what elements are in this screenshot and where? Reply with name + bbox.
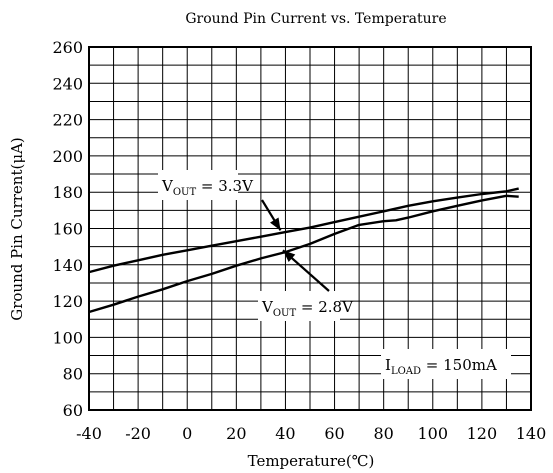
y-tick-label: 200 — [52, 147, 83, 166]
annotation-subscript: OUT — [273, 308, 297, 319]
chart-title: Ground Pin Current vs. Temperature — [185, 11, 446, 27]
x-tick-label: 140 — [516, 424, 547, 443]
series-line-2 — [88, 194, 519, 314]
annotation-arrow-head — [270, 217, 281, 231]
y-tick-label: 140 — [52, 256, 83, 275]
y-tick-label: 120 — [52, 292, 83, 311]
x-tick-label: 40 — [275, 424, 295, 443]
y-axis-title: Ground Pin Current(μA) — [8, 137, 26, 321]
y-tick-label: 220 — [52, 111, 83, 130]
y-tick-label: 180 — [52, 183, 83, 202]
x-tick-label: 100 — [418, 424, 449, 443]
x-tick-label: 60 — [324, 424, 344, 443]
y-tick-label: 240 — [52, 74, 83, 93]
annotation-box — [258, 291, 340, 321]
annotation-label: VOUT = 3.3V — [161, 177, 254, 198]
y-tick-labels: 60 80 100 120 140 160 180 200 220 240 260 — [52, 38, 83, 420]
annotation-box — [381, 349, 511, 379]
series-lines — [88, 187, 519, 314]
annotation-label: ILOAD = 150mA — [385, 356, 497, 377]
annotation-main: V — [261, 298, 274, 316]
x-tick-labels: -40 -20 0 20 40 60 80 100 120 140 — [76, 424, 546, 443]
x-tick-label: 20 — [226, 424, 246, 443]
annotation-rest: = 2.8V — [296, 298, 354, 316]
plot-frame — [88, 46, 532, 411]
series-line-1 — [88, 187, 519, 274]
annotation-label: VOUT = 2.8V — [261, 298, 354, 319]
x-tick-label: -40 — [76, 424, 102, 443]
annotation-subscript: LOAD — [391, 366, 421, 377]
annotation-main: I — [385, 356, 391, 374]
x-tick-label: 120 — [467, 424, 498, 443]
x-tick-label: 0 — [182, 424, 192, 443]
annotation-main: V — [161, 177, 174, 195]
y-tick-label: 60 — [63, 401, 83, 420]
plot-border — [88, 46, 532, 411]
annotation-rest: = 150mA — [421, 356, 497, 374]
y-tick-label: 260 — [52, 38, 83, 57]
annotation-rest: = 3.3V — [196, 177, 254, 195]
x-axis-title: Temperature(℃) — [248, 452, 375, 470]
y-tick-label: 80 — [63, 365, 83, 384]
y-tick-label: 160 — [52, 220, 83, 239]
annotation-arrow-head — [282, 250, 296, 262]
x-tick-label: 80 — [373, 424, 393, 443]
y-tick-label: 100 — [52, 328, 83, 347]
annotation-box — [158, 170, 238, 200]
x-tick-label: -20 — [125, 424, 151, 443]
annotation-subscript: OUT — [173, 187, 197, 198]
